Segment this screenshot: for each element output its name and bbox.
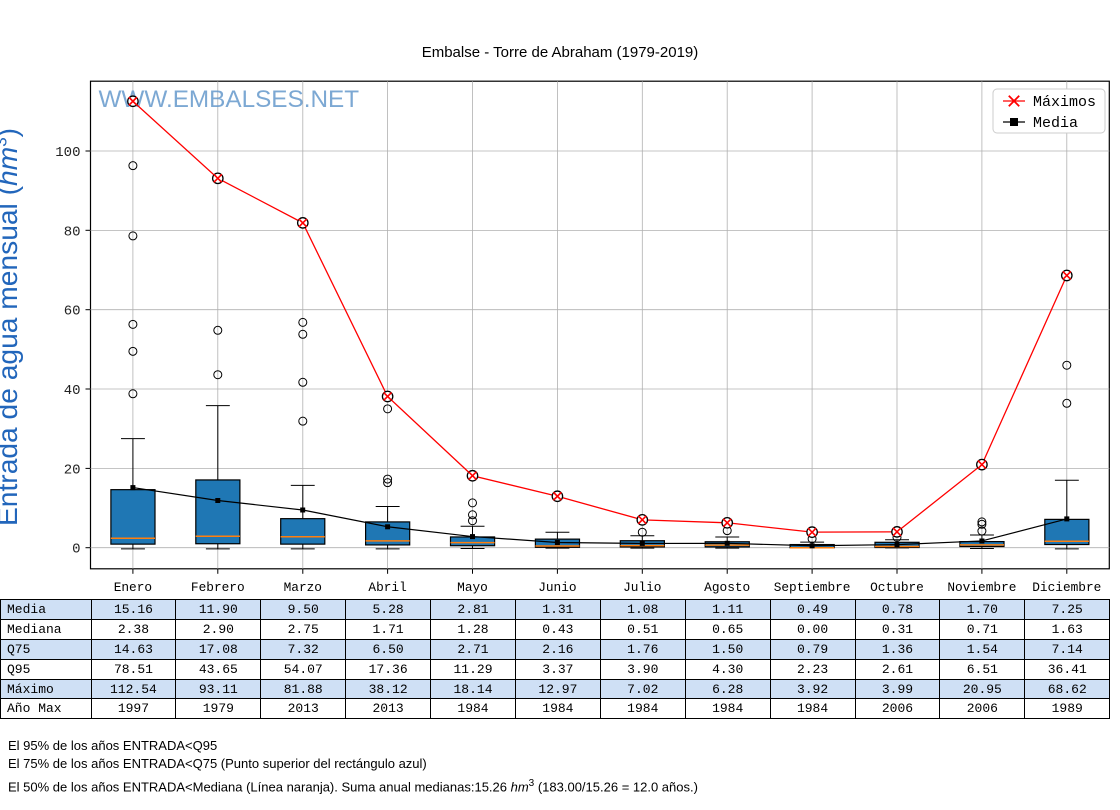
svg-text:Media: Media: [1033, 115, 1078, 132]
svg-text:Enero: Enero: [114, 580, 152, 595]
svg-text:Diciembre: Diciembre: [1032, 580, 1101, 595]
svg-text:Julio: Julio: [623, 580, 661, 595]
svg-text:Mayo: Mayo: [457, 580, 488, 595]
svg-text:100: 100: [55, 145, 80, 161]
svg-text:80: 80: [64, 224, 81, 240]
svg-text:Junio: Junio: [538, 580, 576, 595]
svg-text:Marzo: Marzo: [284, 580, 322, 595]
svg-text:Abril: Abril: [368, 580, 406, 595]
svg-text:Octubre: Octubre: [870, 580, 924, 595]
svg-text:Noviembre: Noviembre: [947, 580, 1016, 595]
svg-text:40: 40: [64, 383, 81, 399]
svg-text:Febrero: Febrero: [191, 580, 245, 595]
svg-text:20: 20: [64, 462, 81, 478]
svg-text:60: 60: [64, 304, 81, 320]
svg-text:Agosto: Agosto: [704, 580, 750, 595]
svg-text:Septiembre: Septiembre: [774, 580, 851, 595]
svg-text:Máximos: Máximos: [1033, 94, 1096, 111]
svg-text:0: 0: [72, 542, 80, 558]
